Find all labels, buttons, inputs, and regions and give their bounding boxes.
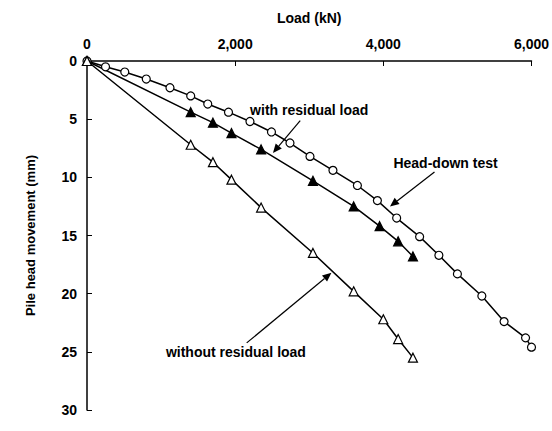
svg-text:30: 30 [61, 402, 77, 418]
svg-text:15: 15 [61, 228, 77, 244]
svg-text:10: 10 [61, 169, 77, 185]
svg-text:Pile head movement (mm): Pile head movement (mm) [23, 155, 38, 316]
svg-text:Load (kN): Load (kN) [277, 10, 342, 26]
svg-text:25: 25 [61, 344, 77, 360]
svg-text:20: 20 [61, 286, 77, 302]
svg-text:6,000: 6,000 [514, 36, 549, 52]
svg-text:Head-down test: Head-down test [393, 155, 498, 171]
svg-text:0: 0 [83, 36, 91, 52]
svg-text:without residual load: without residual load [165, 344, 306, 360]
svg-text:5: 5 [69, 111, 77, 127]
svg-text:4,000: 4,000 [366, 36, 401, 52]
svg-text:0: 0 [69, 53, 77, 69]
svg-text:with residual load: with residual load [249, 102, 368, 118]
svg-text:2,000: 2,000 [218, 36, 253, 52]
